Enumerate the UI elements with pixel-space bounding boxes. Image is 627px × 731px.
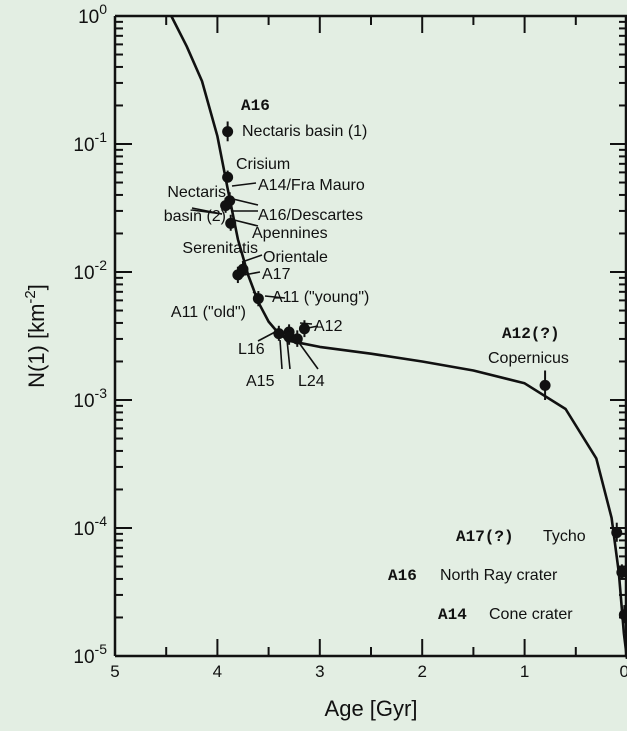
- y-axis-label-part: ]: [24, 284, 49, 290]
- x-tick-label: 4: [213, 662, 222, 681]
- y-tick-label: 10-2: [73, 257, 107, 284]
- annotation-nectaris1: Nectaris basin (1): [242, 123, 367, 140]
- data-point: [220, 200, 232, 212]
- data-point: [225, 217, 237, 229]
- y-tick-exponent: -3: [95, 385, 108, 401]
- x-tick-label: 5: [110, 662, 119, 681]
- data-point: [252, 293, 264, 305]
- x-tick-label: 0: [620, 662, 627, 681]
- annotation-a12: A12: [314, 318, 343, 335]
- data-point: [222, 171, 234, 183]
- annotation-a17q-bold: A17(?): [456, 528, 514, 546]
- y-tick-exponent: -2: [95, 257, 108, 273]
- annotation-a17: A17: [262, 266, 291, 283]
- label-leader-line: [299, 322, 313, 325]
- label-leader-line: [191, 209, 223, 215]
- x-tick-label: 2: [417, 662, 426, 681]
- annotation-north-ray: North Ray crater: [440, 567, 558, 584]
- label-leader-line: [241, 254, 263, 263]
- annotation-crisium: Crisium: [236, 156, 290, 173]
- annotation-a14-bold: A14: [438, 606, 467, 624]
- y-tick-base: 10: [78, 7, 99, 28]
- x-tick-label: 3: [315, 662, 324, 681]
- y-tick-exponent: -4: [95, 513, 108, 529]
- annotation-fra-mauro: A14/Fra Mauro: [258, 177, 365, 194]
- annotation-descartes: A16/Descartes: [258, 207, 363, 224]
- label-leader-line: [233, 219, 259, 227]
- data-point: [283, 331, 295, 343]
- annotation-nectaris-b: basin (2): [164, 208, 226, 225]
- label-leader-line: [296, 339, 319, 370]
- label-leader-line: [286, 339, 291, 370]
- annotation-orientale: Orientale: [263, 249, 328, 266]
- x-tick-label: 1: [520, 662, 529, 681]
- y-tick-label: 10-1: [73, 129, 107, 156]
- annotation-a15: A15: [246, 373, 275, 390]
- y-tick-label: 100: [78, 1, 107, 28]
- y-tick-label: 10-4: [73, 513, 107, 540]
- y-tick-base: 10: [73, 519, 94, 540]
- data-point: [298, 323, 310, 335]
- y-tick-label: 10-5: [73, 641, 107, 668]
- annotation-a12q-bold: A12(?): [502, 325, 560, 343]
- y-axis-label-part: -2: [22, 290, 39, 303]
- annotation-apennines: Apennines: [252, 225, 328, 242]
- annotation-l16: L16: [238, 341, 265, 358]
- data-point: [273, 328, 285, 340]
- label-leader-line: [264, 295, 286, 299]
- data-point: [618, 609, 627, 621]
- y-axis-label-part: N(1) [km: [24, 304, 49, 388]
- y-tick-base: 10: [73, 263, 94, 284]
- y-tick-exponent: -1: [95, 129, 108, 145]
- data-point: [291, 333, 303, 345]
- label-leader-line: [232, 198, 259, 206]
- annotation-cone: Cone crater: [489, 606, 573, 623]
- data-point: [539, 379, 551, 391]
- y-tick-base: 10: [73, 135, 94, 156]
- y-tick-exponent: -5: [95, 641, 108, 657]
- data-point: [222, 126, 234, 138]
- y-axis-label: N(1) [km-2]: [22, 284, 49, 388]
- label-leader-line: [279, 339, 283, 370]
- annotation-copernicus: Copernicus: [488, 350, 569, 367]
- label-leader-line: [243, 271, 261, 276]
- y-tick-exponent: 0: [99, 1, 107, 17]
- data-point: [232, 269, 244, 281]
- y-tick-base: 10: [73, 647, 94, 668]
- x-axis-label: Age [Gyr]: [325, 696, 418, 721]
- annotation-nectaris-a: Nectaris: [167, 184, 226, 201]
- y-tick-label: 10-3: [73, 385, 107, 412]
- annotation-serenitatis: Serenitatis: [182, 240, 258, 257]
- annotation-a11-young: A11 ("young"): [272, 289, 369, 306]
- annotation-a16-bold: A16: [241, 97, 270, 115]
- annotation-l24: L24: [298, 373, 325, 390]
- annotation-a16-bold-2: A16: [388, 567, 417, 585]
- data-point: [611, 527, 623, 539]
- y-tick-base: 10: [73, 391, 94, 412]
- annotation-tycho: Tycho: [543, 528, 586, 545]
- label-leader-line: [231, 182, 257, 187]
- data-point: [616, 566, 627, 578]
- annotation-a11-old: A11 ("old"): [171, 304, 246, 321]
